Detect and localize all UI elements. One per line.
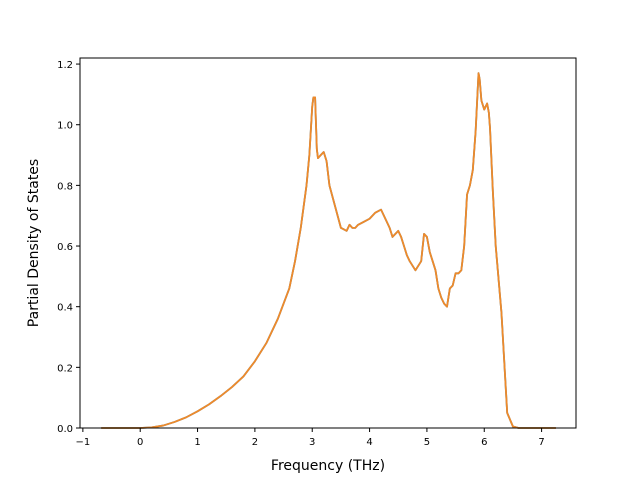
x-axis-ticks: −1 0 1 2 3 4 5 6 7 <box>75 428 545 448</box>
x-tick-label: 2 <box>252 437 258 448</box>
x-tick-label: 3 <box>309 437 315 448</box>
y-tick-label: 1.0 <box>57 121 73 132</box>
plot-area <box>80 58 576 428</box>
x-tick-label: 0 <box>137 437 143 448</box>
x-tick-label: −1 <box>75 437 90 448</box>
series-layer <box>101 72 556 429</box>
x-tick-label: 7 <box>538 437 544 448</box>
y-tick-label: 1.2 <box>57 60 73 71</box>
x-tick-label: 1 <box>194 437 200 448</box>
y-axis-ticks: 0.0 0.2 0.4 0.6 0.8 1.0 1.2 <box>57 60 80 435</box>
y-tick-label: 0.4 <box>57 303 73 314</box>
axes-background <box>80 58 576 428</box>
y-axis-label: Partial Density of States <box>26 159 42 327</box>
y-tick-label: 0.2 <box>57 363 73 374</box>
series-line-2 <box>101 72 556 429</box>
x-axis-label: Frequency (THz) <box>271 458 385 474</box>
y-tick-label: 0.0 <box>57 424 73 435</box>
x-tick-label: 4 <box>366 437 372 448</box>
y-tick-label: 0.6 <box>57 242 73 253</box>
y-tick-label: 0.8 <box>57 181 73 192</box>
x-tick-label: 5 <box>424 437 430 448</box>
x-tick-label: 6 <box>481 437 487 448</box>
axes-frame <box>79 57 577 429</box>
